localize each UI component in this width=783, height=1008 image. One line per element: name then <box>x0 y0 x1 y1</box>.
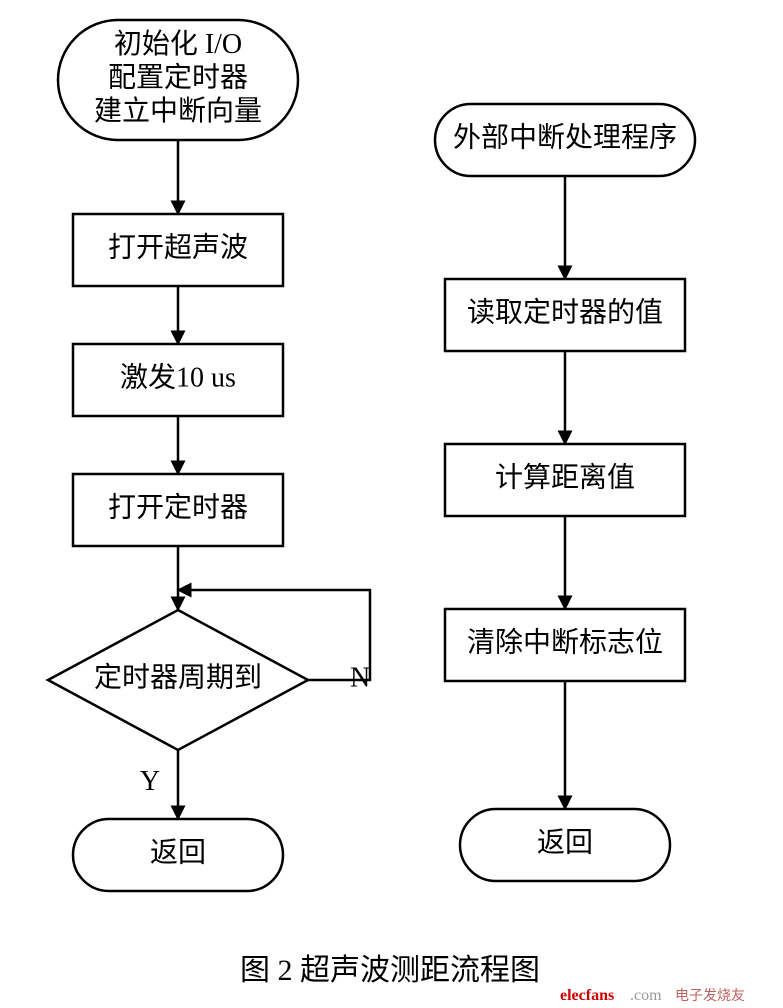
left-open-ultrasonic: 打开超声波 <box>73 214 283 286</box>
node-label: 打开超声波 <box>108 231 248 263</box>
node-label: 初始化 I/O <box>114 28 242 60</box>
node-label: 清除中断标志位 <box>467 626 663 658</box>
node-label: 外部中断处理程序 <box>453 121 677 153</box>
node-label: 建立中断向量 <box>94 95 262 127</box>
label-N: N <box>350 662 370 693</box>
right-read-timer: 读取定时器的值 <box>445 279 685 351</box>
left-open-timer: 打开定时器 <box>73 474 283 546</box>
right-calc-distance: 计算距离值 <box>445 444 685 516</box>
svg-text:elecfans: elecfans <box>560 987 614 1004</box>
left-trigger-10us: 激发10 us <box>73 344 283 416</box>
svg-text:电子发烧友: 电子发烧友 <box>675 988 745 1004</box>
node-label: 定时器周期到 <box>94 661 262 693</box>
watermark: elecfans .com 电子发烧友 <box>560 987 745 1004</box>
node-label: 返回 <box>150 837 206 868</box>
node-label: 打开定时器 <box>108 491 248 523</box>
left-return: 返回 <box>73 819 283 891</box>
node-label: 计算距离值 <box>495 461 635 493</box>
node-label: 读取定时器的值 <box>467 296 663 328</box>
label-Y: Y <box>140 766 160 797</box>
node-label: 返回 <box>537 827 593 858</box>
node-label: 激发10 us <box>120 361 236 393</box>
figure-caption: 图 2 超声波测距流程图 <box>240 954 540 987</box>
right-start: 外部中断处理程序 <box>435 104 695 176</box>
left-decision: 定时器周期到 <box>48 610 308 750</box>
node-label: 配置定时器 <box>108 61 248 93</box>
right-clear-flag: 清除中断标志位 <box>445 609 685 681</box>
right-return: 返回 <box>460 809 670 881</box>
left-start: 初始化 I/O配置定时器建立中断向量 <box>58 20 298 140</box>
svg-text:.com: .com <box>630 987 662 1004</box>
